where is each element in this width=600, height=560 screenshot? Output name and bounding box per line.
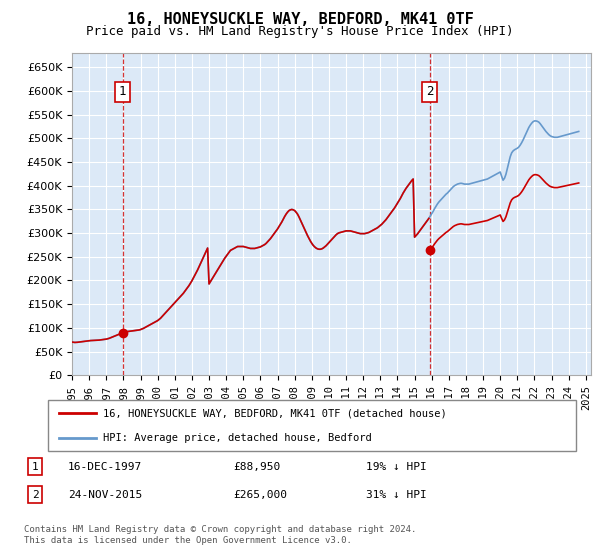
Text: 31% ↓ HPI: 31% ↓ HPI	[366, 490, 427, 500]
Text: 19% ↓ HPI: 19% ↓ HPI	[366, 461, 427, 472]
Text: 1: 1	[119, 85, 126, 99]
Text: 2: 2	[426, 85, 434, 99]
Text: £265,000: £265,000	[234, 490, 288, 500]
Text: Price paid vs. HM Land Registry's House Price Index (HPI): Price paid vs. HM Land Registry's House …	[86, 25, 514, 38]
Text: 2: 2	[32, 490, 38, 500]
Text: 16, HONEYSUCKLE WAY, BEDFORD, MK41 0TF: 16, HONEYSUCKLE WAY, BEDFORD, MK41 0TF	[127, 12, 473, 27]
Text: HPI: Average price, detached house, Bedford: HPI: Average price, detached house, Bedf…	[103, 433, 372, 443]
Text: 16, HONEYSUCKLE WAY, BEDFORD, MK41 0TF (detached house): 16, HONEYSUCKLE WAY, BEDFORD, MK41 0TF (…	[103, 408, 447, 418]
Text: 24-NOV-2015: 24-NOV-2015	[68, 490, 142, 500]
Text: 1: 1	[32, 461, 38, 472]
Text: £88,950: £88,950	[234, 461, 281, 472]
Text: Contains HM Land Registry data © Crown copyright and database right 2024.
This d: Contains HM Land Registry data © Crown c…	[24, 525, 416, 545]
Text: 16-DEC-1997: 16-DEC-1997	[68, 461, 142, 472]
